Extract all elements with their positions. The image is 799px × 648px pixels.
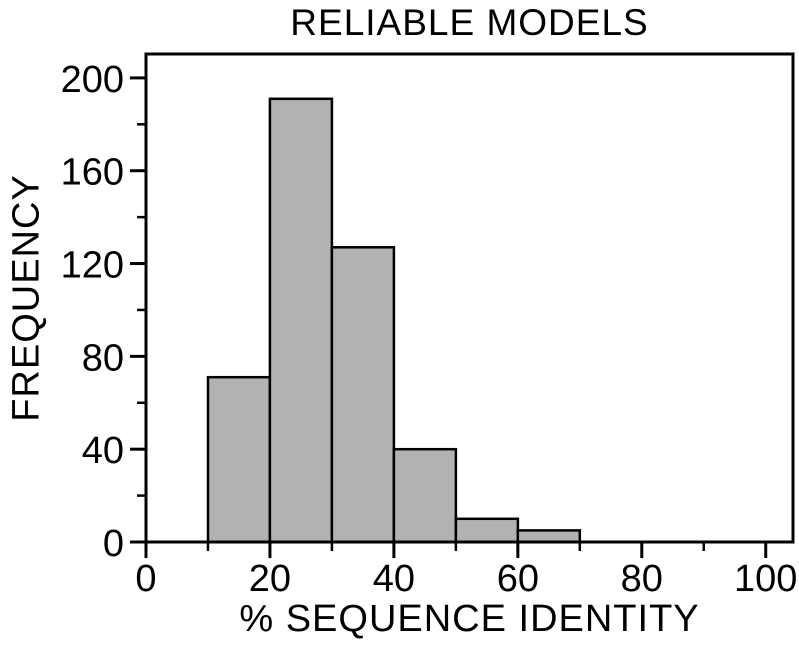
histogram-bar [330, 246, 396, 544]
histogram-bar [268, 97, 334, 544]
y-tick-label: 80 [82, 337, 124, 379]
y-tick-label: 120 [61, 245, 124, 287]
y-tick-label: 0 [103, 523, 124, 565]
histogram-bar [454, 517, 520, 544]
plot-frame [144, 52, 795, 544]
y-tick-label: 200 [61, 59, 124, 101]
y-tick-label: 40 [82, 430, 124, 472]
x-tick-label: 100 [734, 558, 797, 600]
histogram-bar [392, 447, 458, 544]
x-tick-label: 20 [249, 558, 291, 600]
y-tick-label: 160 [61, 152, 124, 194]
histogram-bar [516, 529, 582, 544]
x-tick-label: 80 [621, 558, 663, 600]
y-axis-title: FREQUENCY [5, 174, 48, 422]
chart-title: RELIABLE MODELS [290, 2, 649, 43]
x-tick-label: 60 [497, 558, 539, 600]
x-tick-label: 0 [135, 558, 156, 600]
x-axis-title: % SEQUENCE IDENTITY [239, 598, 700, 640]
x-tick-label: 40 [373, 558, 415, 600]
histogram-bar [206, 375, 272, 544]
